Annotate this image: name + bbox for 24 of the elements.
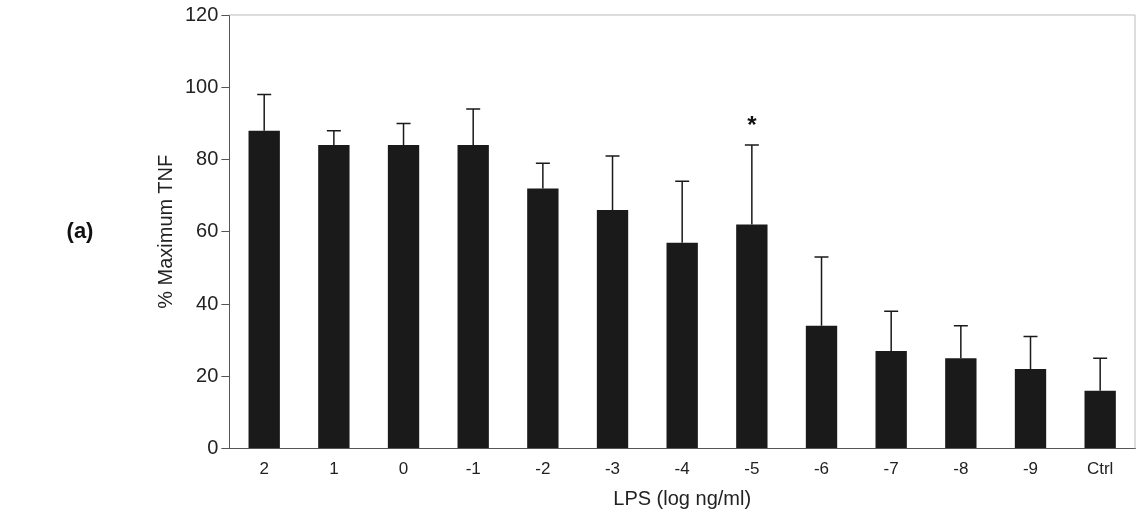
x-tick-label: 0 (398, 459, 409, 479)
y-tick-label: 0 (207, 436, 219, 459)
y-tick-label: 20 (196, 363, 219, 386)
y-tick-label: 60 (196, 219, 219, 242)
x-tick-label: -4 (674, 459, 690, 479)
x-tick-label: -2 (535, 459, 551, 479)
x-tick-label: -3 (604, 459, 621, 479)
x-tick-label: Ctrl (1086, 459, 1114, 479)
x-tick-label: -5 (744, 459, 760, 479)
y-axis-title: % Maximum TNF (153, 154, 176, 309)
x-tick-label: -8 (953, 459, 969, 479)
x-tick-label: 1 (329, 459, 339, 479)
x-tick-label: -1 (465, 459, 481, 479)
x-tick-label: -6 (813, 459, 830, 479)
x-axis-title: LPS (log ng/ml) (613, 486, 752, 509)
x-tick-label: -7 (883, 459, 899, 479)
x-tick-label: 2 (259, 459, 269, 479)
x-tick-label: -9 (1022, 459, 1039, 479)
annotation: * (747, 111, 758, 139)
y-tick-label: 80 (196, 147, 219, 170)
y-tick-label: 120 (184, 2, 219, 25)
y-tick-label: 40 (196, 291, 219, 314)
y-tick-label: 100 (184, 74, 219, 97)
text: (a) (66, 217, 94, 243)
